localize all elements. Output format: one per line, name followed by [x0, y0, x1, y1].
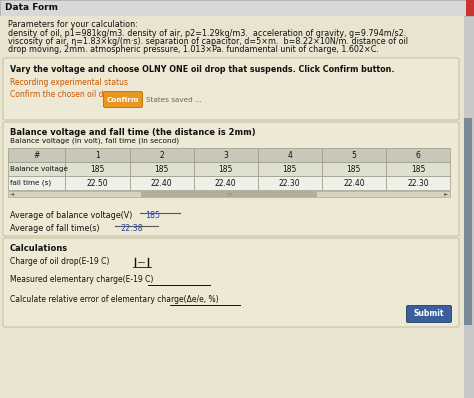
Bar [194, 162, 258, 176]
Text: ◄: ◄ [10, 191, 14, 197]
Text: Balance voltage (in volt), fall time (in second): Balance voltage (in volt), fall time (in… [10, 138, 179, 144]
Text: States saved ...: States saved ... [146, 96, 202, 103]
Text: drop moving, 2mm. atmospheric pressure, 1.013×Pa. fundamental unit of charge, 1.: drop moving, 2mm. atmospheric pressure, … [8, 45, 379, 55]
Text: Measured elementary charge(E-19 C): Measured elementary charge(E-19 C) [10, 275, 154, 284]
Text: Vary the voltage and choose OLNY ONE oil drop that suspends. Click Confirm butto: Vary the voltage and choose OLNY ONE oil… [10, 65, 394, 74]
Bar [129, 176, 194, 190]
Text: #: # [34, 150, 40, 160]
Text: Confirm: Confirm [107, 96, 139, 103]
Text: 2: 2 [159, 150, 164, 160]
Bar [8, 191, 450, 197]
Bar [8, 148, 65, 162]
Text: Parameters for your calculation:: Parameters for your calculation: [8, 20, 138, 29]
Text: 22.40: 22.40 [151, 178, 173, 187]
Text: 22.30: 22.30 [407, 178, 429, 187]
FancyBboxPatch shape [3, 58, 459, 120]
Bar [322, 162, 386, 176]
Bar [386, 176, 450, 190]
Bar [466, 0, 474, 16]
Text: 185: 185 [283, 164, 297, 174]
Text: 1: 1 [95, 150, 100, 160]
Text: Confirm the chosen oil drop: Confirm the chosen oil drop [10, 90, 116, 99]
Bar [129, 162, 194, 176]
Text: Recording experimental status: Recording experimental status [10, 78, 128, 87]
Text: fall time (s): fall time (s) [10, 180, 51, 186]
Text: Calculate relative error of elementary charge(Δe/e, %): Calculate relative error of elementary c… [10, 295, 219, 304]
Text: viscosity of air, η=1.83×kg/(m·s). separation of capacitor, d=5×m.  b=8.22×10N/m: viscosity of air, η=1.83×kg/(m·s). separ… [8, 37, 408, 46]
Text: 185: 185 [411, 164, 425, 174]
Bar [386, 148, 450, 162]
Text: 22.40: 22.40 [343, 178, 365, 187]
Bar [129, 148, 194, 162]
Bar [8, 176, 65, 190]
Text: ►: ► [444, 191, 448, 197]
Text: 22.30: 22.30 [279, 178, 301, 187]
FancyBboxPatch shape [407, 306, 452, 322]
Bar [194, 148, 258, 162]
Bar [464, 234, 472, 325]
Text: 22.38: 22.38 [120, 224, 143, 233]
Text: 185: 185 [91, 164, 105, 174]
Bar [258, 176, 322, 190]
Text: Data Form: Data Form [5, 4, 58, 12]
FancyBboxPatch shape [103, 92, 143, 107]
Bar [65, 148, 129, 162]
Text: 3: 3 [223, 150, 228, 160]
Bar [65, 176, 129, 190]
Text: 5: 5 [351, 150, 356, 160]
Text: 185: 185 [155, 164, 169, 174]
Bar [8, 162, 65, 176]
Text: density of oil, p1=981kg/m3. density of air, p2=1.29kg/m3.  acceleration of grav: density of oil, p1=981kg/m3. density of … [8, 29, 406, 37]
Text: Balance voltage and fall time (the distance is 2mm): Balance voltage and fall time (the dista… [10, 128, 255, 137]
Text: 4: 4 [287, 150, 292, 160]
Bar [141, 191, 318, 197]
Bar [258, 148, 322, 162]
Text: Balance voltage: Balance voltage [10, 166, 68, 172]
Bar [464, 118, 472, 234]
Text: Charge of oil drop(E-19 C): Charge of oil drop(E-19 C) [10, 257, 109, 266]
Text: 185: 185 [219, 164, 233, 174]
FancyBboxPatch shape [3, 122, 459, 236]
Text: 22.50: 22.50 [87, 178, 109, 187]
Text: 185: 185 [346, 164, 361, 174]
Bar [322, 148, 386, 162]
Bar [194, 176, 258, 190]
Bar [65, 162, 129, 176]
Text: Average of fall time(s): Average of fall time(s) [10, 224, 100, 233]
Text: m: m [226, 191, 232, 197]
Bar [386, 162, 450, 176]
Text: 185: 185 [145, 211, 160, 220]
Text: 6: 6 [416, 150, 420, 160]
Text: Calculations: Calculations [10, 244, 68, 253]
Bar [322, 176, 386, 190]
Text: Average of balance voltage(V): Average of balance voltage(V) [10, 211, 132, 220]
Bar [0, 0, 474, 16]
FancyBboxPatch shape [3, 238, 459, 327]
Text: 22.40: 22.40 [215, 178, 237, 187]
Bar [258, 162, 322, 176]
Text: Submit: Submit [414, 310, 444, 318]
